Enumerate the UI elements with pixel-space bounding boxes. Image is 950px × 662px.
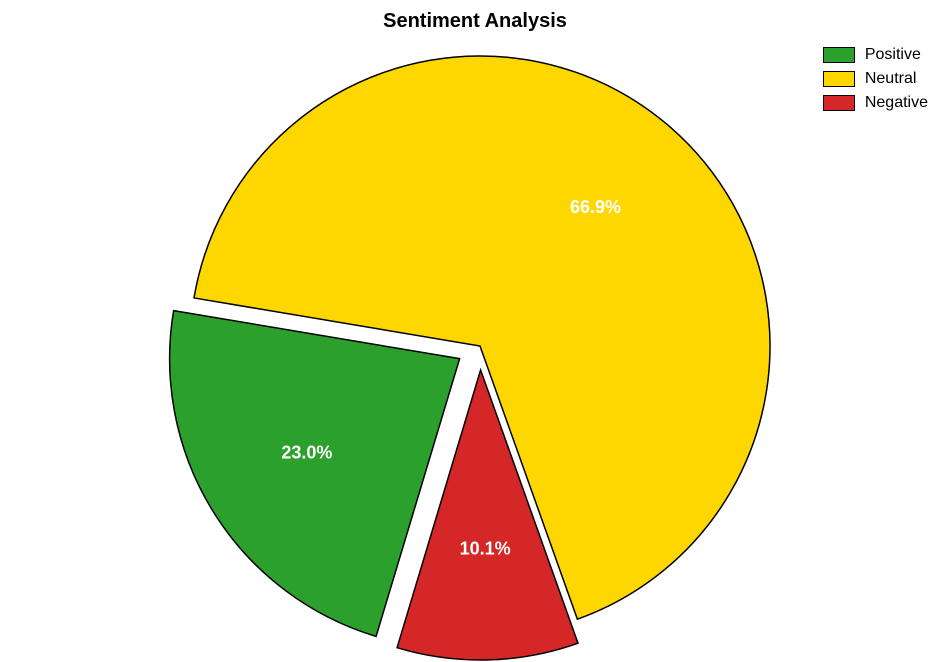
legend-swatch-icon [823, 47, 855, 63]
legend-swatch-icon [823, 95, 855, 111]
pie-slice-label: 10.1% [460, 538, 511, 558]
legend-swatch-icon [823, 71, 855, 87]
pie-slice-label: 66.9% [570, 197, 621, 217]
legend-item-neutral: Neutral [823, 70, 928, 88]
legend-label: Positive [865, 46, 921, 64]
pie-slice-label: 23.0% [281, 442, 332, 462]
pie-chart-container: Sentiment Analysis 66.9% 23.0% 10.1% Posit… [0, 0, 950, 662]
chart-title: Sentiment Analysis [383, 10, 567, 33]
legend-item-negative: Negative [823, 94, 928, 112]
legend-label: Neutral [865, 70, 917, 88]
pie-chart-svg: 66.9% 23.0% 10.1% [0, 40, 950, 662]
legend-item-positive: Positive [823, 46, 928, 64]
chart-legend: Positive Neutral Negative [823, 46, 928, 118]
legend-label: Negative [865, 94, 928, 112]
